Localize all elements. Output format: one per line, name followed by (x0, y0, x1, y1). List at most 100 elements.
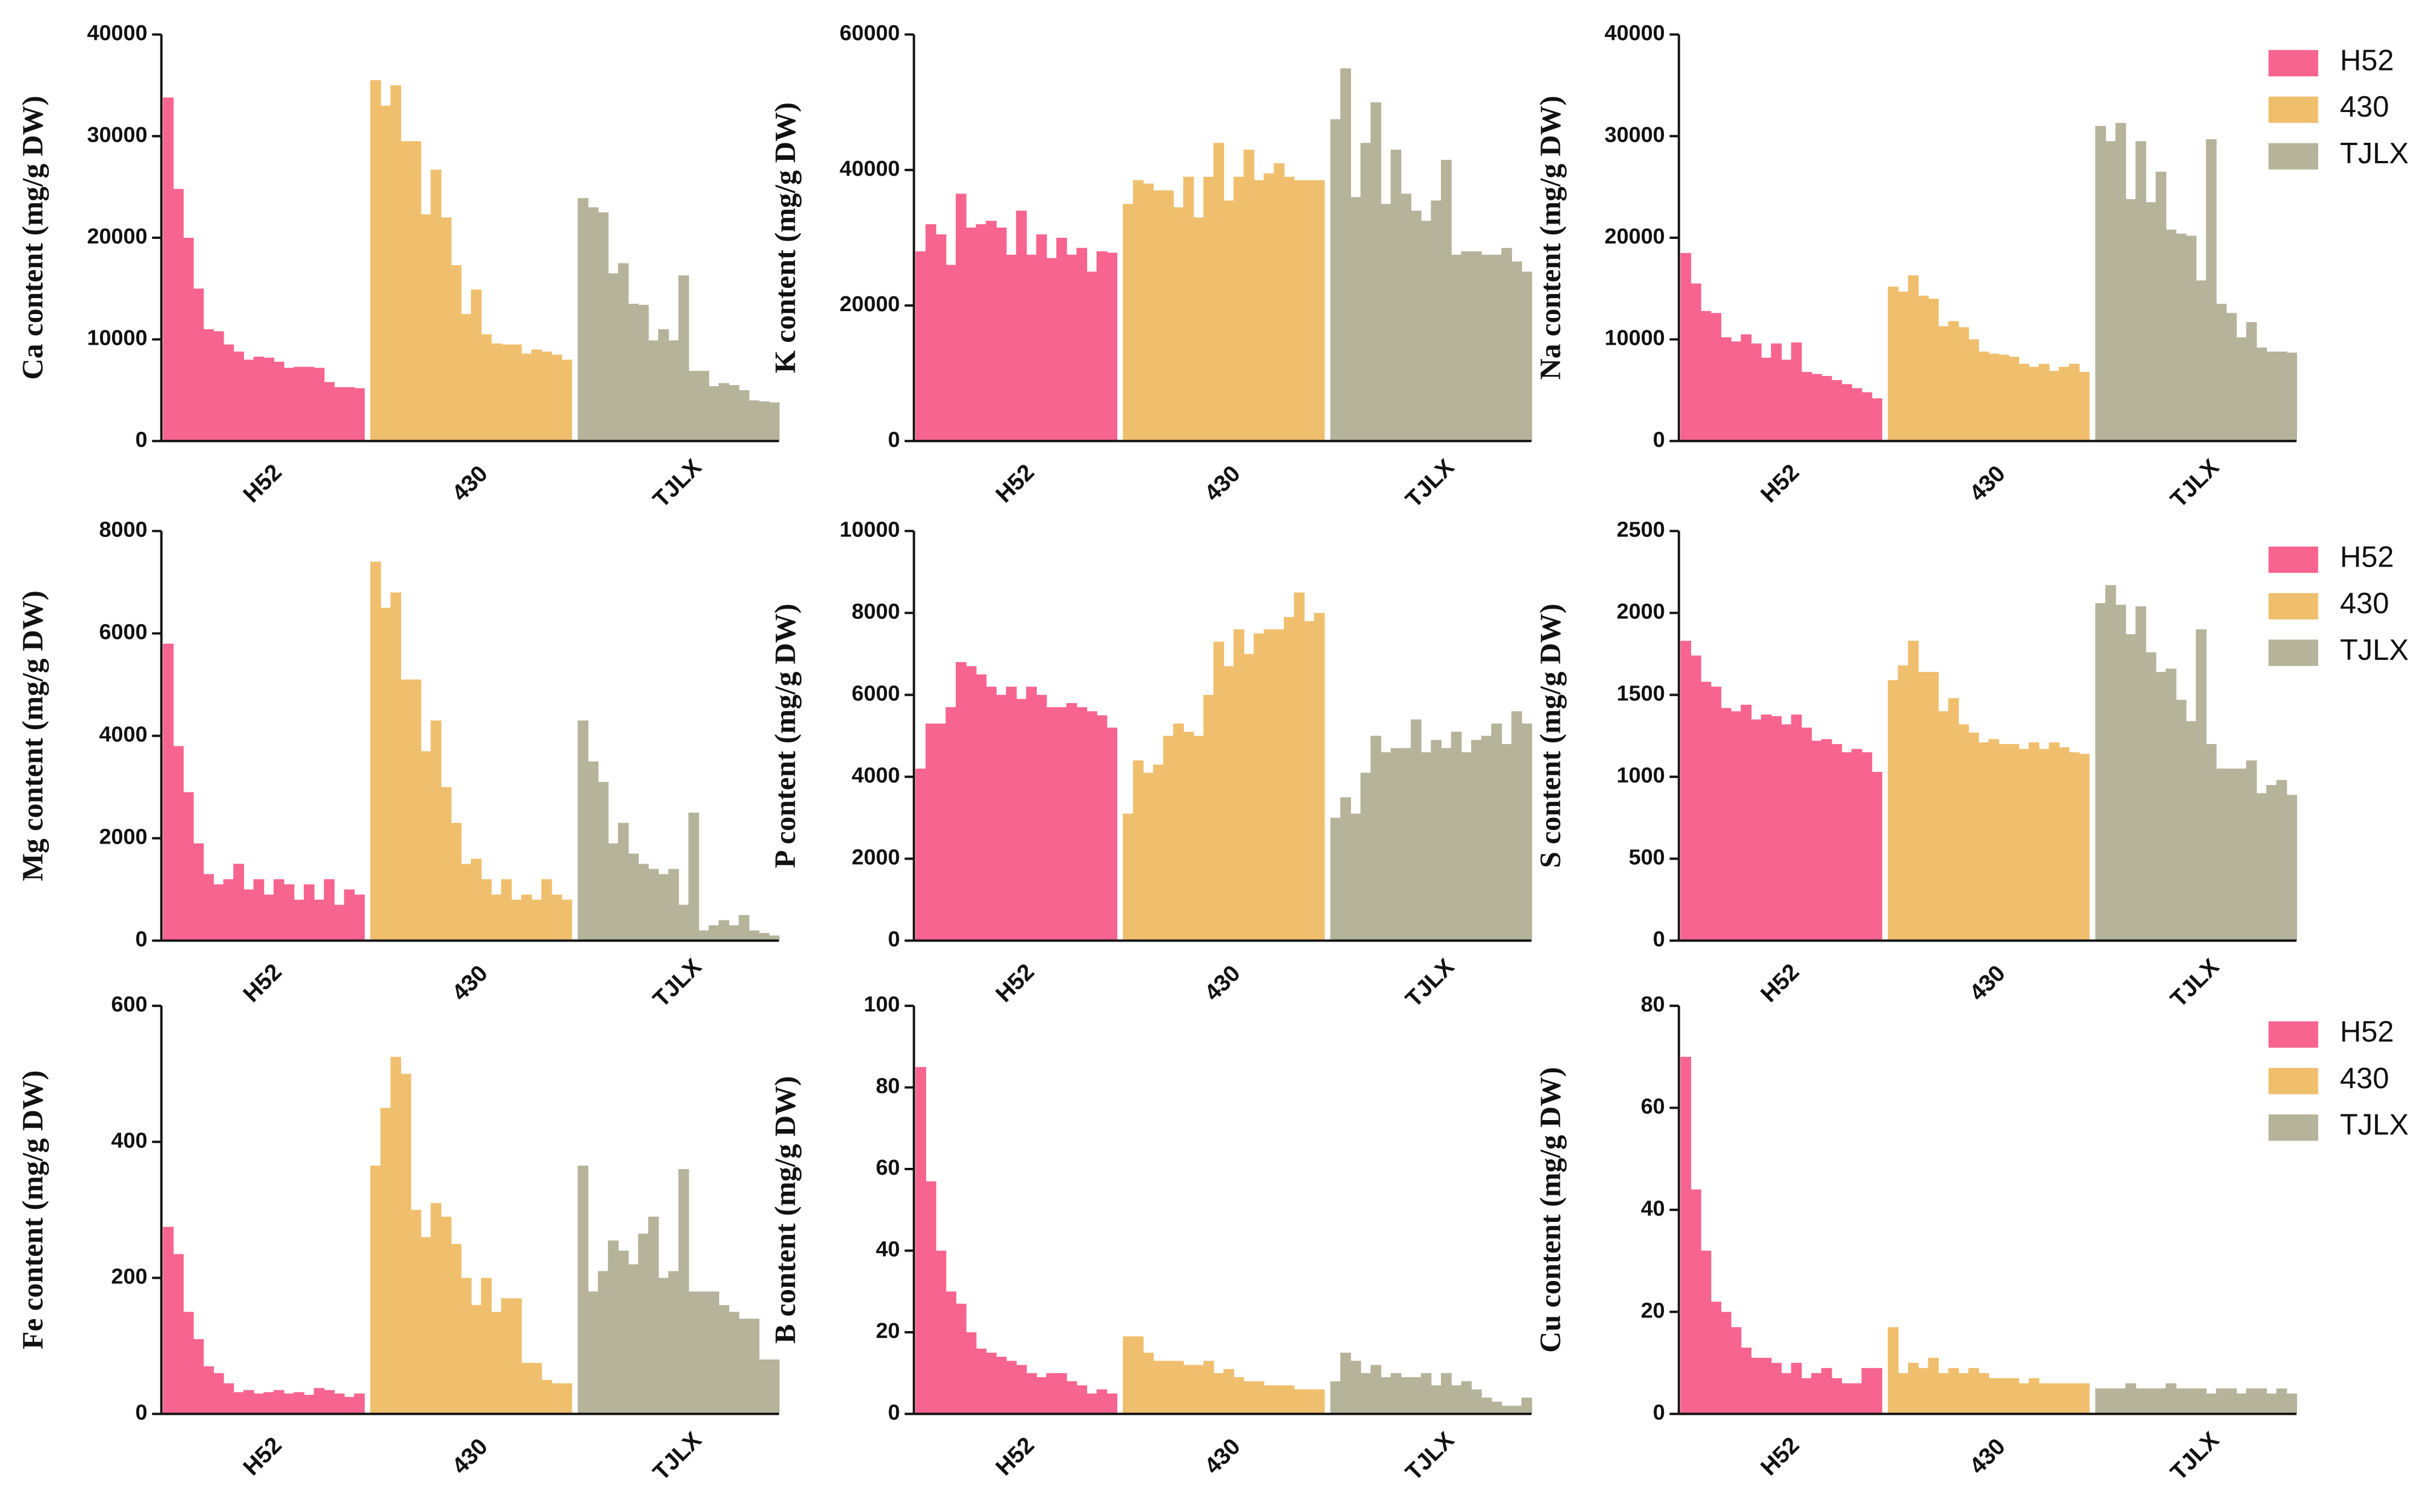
y-tick-label: 10000 (1605, 326, 1665, 350)
bar (2068, 752, 2080, 941)
bar (2068, 363, 2080, 441)
bar (577, 1166, 589, 1414)
bar (501, 1298, 512, 1414)
bar (698, 1291, 709, 1414)
bar (2079, 754, 2090, 941)
bar (1690, 283, 1701, 441)
bar (313, 367, 325, 441)
bar (1761, 714, 1772, 941)
bar (926, 1181, 936, 1414)
bar (1253, 180, 1265, 441)
bar (678, 275, 689, 441)
bar (1521, 1397, 1532, 1414)
y-tick-label: 30000 (1605, 122, 1665, 147)
bar (1898, 665, 1909, 941)
bar (313, 899, 325, 941)
bar (1143, 1352, 1154, 1414)
bar (511, 344, 522, 441)
y-tick-label: 4000 (852, 763, 900, 788)
bar (668, 869, 679, 941)
bar (501, 879, 512, 941)
bar (2175, 1388, 2187, 1414)
bar (2186, 236, 2197, 441)
y-tick-label: 40000 (87, 21, 147, 46)
bar (1370, 102, 1382, 441)
bar (1791, 342, 1802, 441)
bar (2095, 126, 2106, 441)
x-tick-label: TJLX (2165, 1427, 2224, 1485)
bar (253, 356, 265, 441)
bar (1720, 708, 1732, 941)
bar (1263, 173, 1275, 441)
bar (1380, 752, 1391, 941)
bar (1046, 707, 1058, 941)
bar (561, 1383, 572, 1414)
bar (1872, 1368, 1882, 1414)
bar (1076, 707, 1088, 941)
bar (2029, 1378, 2040, 1414)
bar (1330, 1381, 1341, 1414)
bar (638, 1233, 649, 1414)
bar (976, 1348, 987, 1414)
bar (618, 1250, 629, 1414)
bar (1096, 715, 1108, 941)
bar (2048, 742, 2060, 941)
bar (1711, 313, 1721, 441)
bar (1313, 180, 1325, 441)
bar (2145, 202, 2157, 441)
bar (380, 1108, 391, 1414)
bar (2266, 784, 2277, 941)
bar (2079, 371, 2090, 441)
bar (769, 1359, 780, 1414)
bar (400, 141, 411, 441)
bar (1283, 1385, 1295, 1414)
x-tick-label: H52 (1755, 959, 1804, 1007)
bar (1380, 1377, 1391, 1414)
y-tick-label: 10000 (840, 518, 900, 542)
bar (1471, 1389, 1482, 1414)
bar (303, 884, 315, 941)
bar (1690, 655, 1701, 941)
bar (769, 935, 780, 941)
y-tick-label: 100 (864, 992, 900, 1017)
bar (986, 1352, 997, 1414)
y-tick-label: 20 (1641, 1298, 1664, 1323)
bar (935, 1250, 947, 1414)
y-tick-label: 0 (1653, 927, 1665, 952)
bar (1898, 291, 1909, 441)
bar (2068, 1383, 2080, 1414)
x-tick-label: 430 (447, 1433, 493, 1479)
bar (769, 402, 780, 441)
bar (253, 879, 265, 941)
bar (956, 1303, 966, 1414)
y-axis-label: Na content (mg/g DW) (1534, 96, 1567, 379)
bar (688, 1291, 699, 1414)
bar (1471, 251, 1482, 441)
bar (1380, 204, 1391, 441)
bar (370, 1166, 381, 1414)
bar (1411, 719, 1422, 941)
bar (1998, 354, 2009, 441)
bar (1223, 200, 1234, 441)
bar (431, 720, 441, 941)
bar (1056, 707, 1067, 941)
legend-swatch (2268, 593, 2319, 619)
bar (2115, 1388, 2126, 1414)
y-tick-label: 10000 (87, 326, 147, 350)
bar (1153, 1361, 1164, 1414)
bar (1998, 743, 2009, 941)
bar (668, 1271, 679, 1414)
bar (2029, 366, 2040, 441)
bar (1928, 672, 1939, 941)
bar (1988, 353, 2000, 441)
bar (233, 352, 244, 441)
bar (2125, 1383, 2137, 1414)
bar (1968, 339, 1979, 441)
y-tick-label: 40000 (1605, 21, 1665, 46)
x-tick-label: 430 (447, 960, 493, 1006)
bar (1928, 299, 1939, 441)
y-axis-label: K content (mg/g DW) (770, 102, 802, 373)
bar (1066, 703, 1077, 941)
bar (400, 1073, 411, 1414)
bar (1680, 253, 1691, 441)
